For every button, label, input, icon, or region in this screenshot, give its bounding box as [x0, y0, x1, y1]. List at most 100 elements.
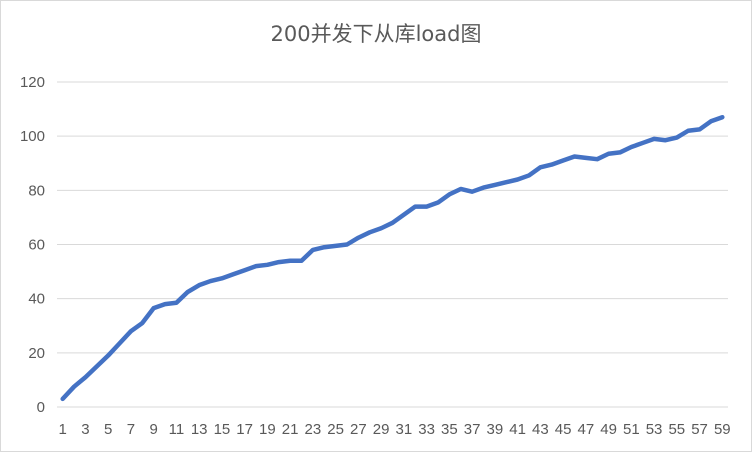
x-tick-label: 21 [282, 421, 299, 438]
data-point [209, 279, 213, 283]
data-point [118, 341, 122, 345]
data-point [61, 397, 65, 401]
x-tick-label: 49 [600, 421, 617, 438]
data-point [504, 180, 508, 184]
data-point [698, 127, 702, 131]
y-tick-label: 0 [37, 399, 45, 416]
x-axis-ticks: 1 3 5 7 9 11 13 15 17 19 21 23 25 27 29 31 33 35 37 39 41 43 4… [59, 421, 731, 438]
x-tick-label: 9 [149, 421, 157, 438]
data-point [83, 375, 87, 379]
data-point [459, 187, 463, 191]
x-tick-label: 5 [104, 421, 112, 438]
y-tick-label: 40 [28, 291, 45, 308]
x-tick-label: 35 [441, 421, 458, 438]
x-tick-label: 53 [646, 421, 663, 438]
data-point [720, 115, 724, 119]
data-point [641, 141, 645, 145]
x-tick-label: 7 [127, 421, 135, 438]
x-tick-label: 29 [373, 421, 390, 438]
data-point [470, 190, 474, 194]
x-tick-label: 11 [169, 421, 185, 438]
x-tick-label: 59 [714, 421, 731, 438]
data-point [186, 290, 190, 294]
data-point [322, 245, 326, 249]
x-tick-label: 1 [59, 421, 67, 438]
data-point [595, 157, 599, 161]
x-tick-label: 31 [396, 421, 413, 438]
x-tick-label: 41 [509, 421, 526, 438]
data-point [356, 236, 360, 240]
data-point [663, 138, 667, 142]
data-point [231, 272, 235, 276]
data-point [106, 354, 110, 358]
data-point [686, 129, 690, 133]
data-point [254, 264, 258, 268]
y-tick-label: 100 [20, 128, 45, 145]
data-point [618, 150, 622, 154]
data-point [402, 213, 406, 217]
y-tick-label: 120 [20, 74, 45, 91]
data-point [425, 205, 429, 209]
x-tick-label: 23 [305, 421, 322, 438]
x-tick-label: 15 [214, 421, 231, 438]
data-point [481, 186, 485, 190]
gridlines [57, 82, 728, 407]
data-point [345, 243, 349, 247]
data-point [527, 173, 531, 177]
y-axis-ticks: 0 20 40 60 80 100 120 [20, 74, 45, 416]
data-point [163, 302, 167, 306]
data-point [140, 321, 144, 325]
data-point [174, 301, 178, 305]
x-tick-label: 33 [418, 421, 435, 438]
data-point [447, 192, 451, 196]
x-tick-label: 57 [691, 421, 708, 438]
data-point [561, 159, 565, 163]
data-point [709, 119, 713, 123]
data-point [550, 163, 554, 167]
x-tick-label: 17 [236, 421, 253, 438]
x-tick-label: 25 [327, 421, 344, 438]
data-point [652, 137, 656, 141]
x-tick-label: 51 [623, 421, 640, 438]
x-tick-label: 3 [81, 421, 89, 438]
data-point [265, 263, 269, 267]
data-point [129, 329, 133, 333]
series-line-0 [63, 117, 723, 399]
y-tick-label: 60 [28, 237, 45, 254]
x-tick-label: 55 [668, 421, 685, 438]
data-point [391, 221, 395, 225]
data-point [675, 136, 679, 140]
data-point [493, 183, 497, 187]
x-tick-label: 19 [259, 421, 276, 438]
x-tick-label: 45 [555, 421, 572, 438]
data-point [95, 364, 99, 368]
data-point [572, 154, 576, 158]
data-point [607, 152, 611, 156]
data-point [220, 276, 224, 280]
data-point [379, 226, 383, 230]
data-point [436, 201, 440, 205]
y-tick-label: 20 [28, 345, 45, 362]
data-point [584, 156, 588, 160]
data-point [197, 283, 201, 287]
data-point [516, 178, 520, 182]
x-tick-label: 43 [532, 421, 549, 438]
data-point [152, 306, 156, 310]
x-tick-label: 27 [350, 421, 367, 438]
data-point [277, 260, 281, 264]
data-point [243, 268, 247, 272]
data-point [72, 385, 76, 389]
data-point [538, 165, 542, 169]
data-point [288, 259, 292, 263]
y-tick-label: 80 [28, 182, 45, 199]
data-point [300, 259, 304, 263]
data-point [311, 248, 315, 252]
x-tick-label: 13 [191, 421, 208, 438]
x-tick-label: 39 [487, 421, 504, 438]
series-layer [61, 115, 725, 401]
data-point [368, 230, 372, 234]
data-point [334, 244, 338, 248]
x-tick-label: 37 [464, 421, 481, 438]
x-tick-label: 47 [577, 421, 594, 438]
